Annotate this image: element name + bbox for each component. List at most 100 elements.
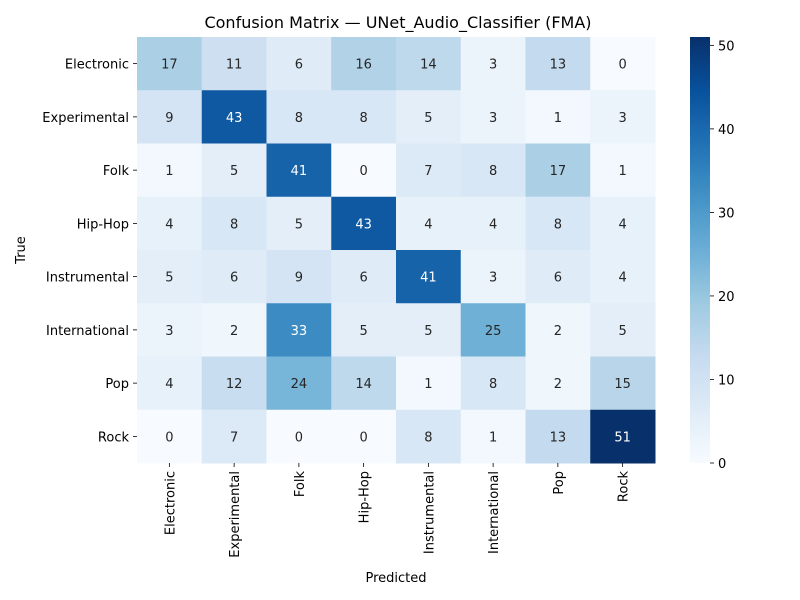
heatmap-cell	[460, 409, 526, 464]
heatmap-cell	[525, 409, 591, 464]
heatmap-cell	[396, 409, 462, 464]
x-tick-label: Folk	[293, 471, 308, 498]
cell-value-label: 5	[618, 324, 626, 339]
cell-value-label: 8	[554, 217, 562, 232]
cell-value-label: 4	[618, 271, 626, 286]
y-tick-label: Electronic	[65, 58, 129, 73]
heatmap-cell	[460, 303, 526, 357]
heatmap-cell	[137, 303, 203, 357]
cell-value-label: 6	[230, 271, 238, 286]
heatmap-cell	[460, 196, 526, 251]
cell-value-label: 8	[359, 111, 367, 126]
heatmap-cell	[137, 37, 203, 91]
cell-value-label: 43	[226, 111, 243, 126]
heatmap-cell	[396, 250, 462, 304]
y-tick-label: Rock	[98, 430, 130, 445]
x-tick-label: Hip-Hop	[358, 471, 373, 523]
cell-value-label: 17	[550, 164, 567, 179]
colorbar-tick-label: 0	[718, 457, 726, 472]
heatmap-cell	[525, 303, 591, 357]
cell-value-label: 6	[359, 271, 367, 286]
cell-value-label: 0	[359, 430, 367, 445]
heatmap-cell	[266, 90, 332, 144]
heatmap-cell	[331, 356, 397, 411]
heatmap-cell	[266, 356, 332, 411]
heatmap-cell	[525, 90, 591, 144]
colorbar-tick-label: 10	[718, 373, 735, 388]
heatmap-cell	[396, 356, 462, 411]
heatmap-cell	[525, 250, 591, 304]
cell-value-label: 8	[489, 164, 497, 179]
cell-value-label: 41	[420, 271, 437, 286]
cell-value-label: 8	[424, 430, 432, 445]
x-tick-label: International	[487, 471, 502, 554]
cell-value-label: 2	[554, 377, 562, 392]
cell-value-label: 1	[424, 377, 432, 392]
cell-value-label: 9	[165, 111, 173, 126]
cell-value-label: 2	[554, 324, 562, 339]
heatmap-cell	[525, 196, 591, 251]
x-tick-label: Pop	[552, 471, 567, 495]
heatmap-cell	[137, 409, 203, 464]
cell-value-label: 33	[291, 324, 308, 339]
cell-value-label: 7	[424, 164, 432, 179]
cell-value-label: 0	[165, 430, 173, 445]
heatmap-cell	[590, 356, 656, 411]
heatmap-cell	[396, 143, 462, 198]
cell-value-label: 4	[165, 377, 173, 392]
heatmap-cell	[331, 90, 397, 144]
cell-value-label: 5	[165, 271, 173, 286]
heatmap-cell	[137, 196, 203, 251]
heatmap-cell	[331, 250, 397, 304]
y-tick-label: International	[46, 324, 129, 339]
y-axis-label: True	[14, 236, 29, 265]
heatmap-cell	[590, 303, 656, 357]
heatmap-cell	[201, 303, 267, 357]
cell-value-label: 3	[165, 324, 173, 339]
cell-value-label: 4	[618, 217, 626, 232]
cell-value-label: 5	[230, 164, 238, 179]
heatmap-cell	[331, 37, 397, 91]
cell-value-label: 14	[420, 58, 437, 73]
cell-value-label: 8	[295, 111, 303, 126]
cell-value-label: 1	[489, 430, 497, 445]
cell-value-label: 3	[489, 58, 497, 73]
y-axis-ticks: Electronic Experimental Folk Hip-Hop Instrum…	[42, 58, 137, 445]
heatmap-cell	[266, 196, 332, 251]
heatmap-cell	[460, 356, 526, 411]
heatmap-cell	[201, 37, 267, 91]
heatmap-cell	[525, 356, 591, 411]
heatmap-cell	[266, 143, 332, 198]
heatmap-cell	[590, 37, 656, 91]
cell-value-label: 0	[295, 430, 303, 445]
heatmap-cell	[201, 196, 267, 251]
colorbar-tick-label: 40	[718, 123, 735, 138]
heatmap-cell	[590, 409, 656, 464]
heatmap-cell	[525, 143, 591, 198]
heatmap-cell	[396, 303, 462, 357]
cell-value-label: 5	[424, 324, 432, 339]
y-tick-label: Instrumental	[46, 271, 129, 286]
cell-value-label: 0	[618, 58, 626, 73]
y-tick-label: Folk	[103, 164, 130, 179]
heatmap-cell	[331, 196, 397, 251]
heatmap-cell	[137, 90, 203, 144]
heatmap-cell	[331, 409, 397, 464]
cell-value-label: 11	[226, 58, 243, 73]
cell-value-label: 4	[165, 217, 173, 232]
x-axis-label: Predicted	[365, 571, 426, 586]
heatmap-cell	[266, 250, 332, 304]
heatmap-cell	[201, 143, 267, 198]
heatmap-cell	[201, 409, 267, 464]
heatmap-cell	[590, 90, 656, 144]
y-tick-label: Hip-Hop	[77, 217, 129, 232]
x-axis-ticks: Electronic Experimental Folk Hip-Hop Instrum…	[163, 463, 632, 558]
cell-value-label: 51	[614, 430, 631, 445]
cell-value-label: 16	[355, 58, 372, 73]
heatmap-cell	[331, 143, 397, 198]
x-tick-label: Experimental	[228, 471, 243, 558]
heatmap-cell	[396, 196, 462, 251]
x-tick-label: Rock	[617, 471, 632, 503]
cell-value-label: 12	[226, 377, 243, 392]
cell-value-label: 3	[618, 111, 626, 126]
